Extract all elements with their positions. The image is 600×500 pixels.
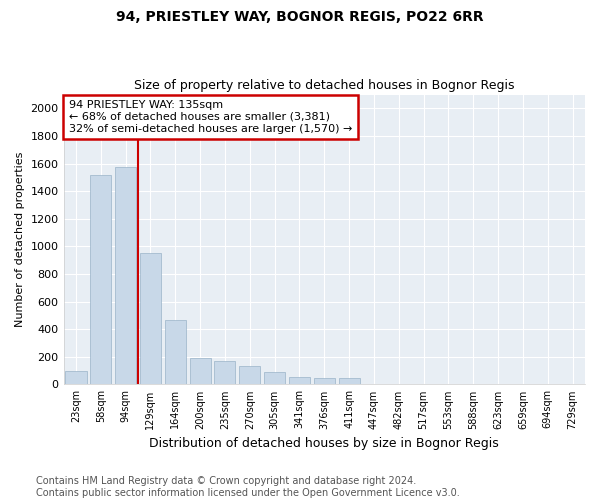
Bar — [239, 366, 260, 384]
Bar — [289, 377, 310, 384]
X-axis label: Distribution of detached houses by size in Bognor Regis: Distribution of detached houses by size … — [149, 437, 499, 450]
Bar — [65, 370, 86, 384]
Bar — [90, 174, 112, 384]
Bar — [190, 358, 211, 384]
Bar — [165, 320, 186, 384]
Text: 94 PRIESTLEY WAY: 135sqm
← 68% of detached houses are smaller (3,381)
32% of sem: 94 PRIESTLEY WAY: 135sqm ← 68% of detach… — [69, 100, 352, 134]
Bar — [214, 361, 235, 384]
Bar — [264, 372, 285, 384]
Bar — [115, 167, 136, 384]
Text: 94, PRIESTLEY WAY, BOGNOR REGIS, PO22 6RR: 94, PRIESTLEY WAY, BOGNOR REGIS, PO22 6R… — [116, 10, 484, 24]
Bar — [140, 254, 161, 384]
Title: Size of property relative to detached houses in Bognor Regis: Size of property relative to detached ho… — [134, 79, 515, 92]
Bar — [314, 378, 335, 384]
Y-axis label: Number of detached properties: Number of detached properties — [15, 152, 25, 327]
Bar — [338, 378, 359, 384]
Text: Contains HM Land Registry data © Crown copyright and database right 2024.
Contai: Contains HM Land Registry data © Crown c… — [36, 476, 460, 498]
